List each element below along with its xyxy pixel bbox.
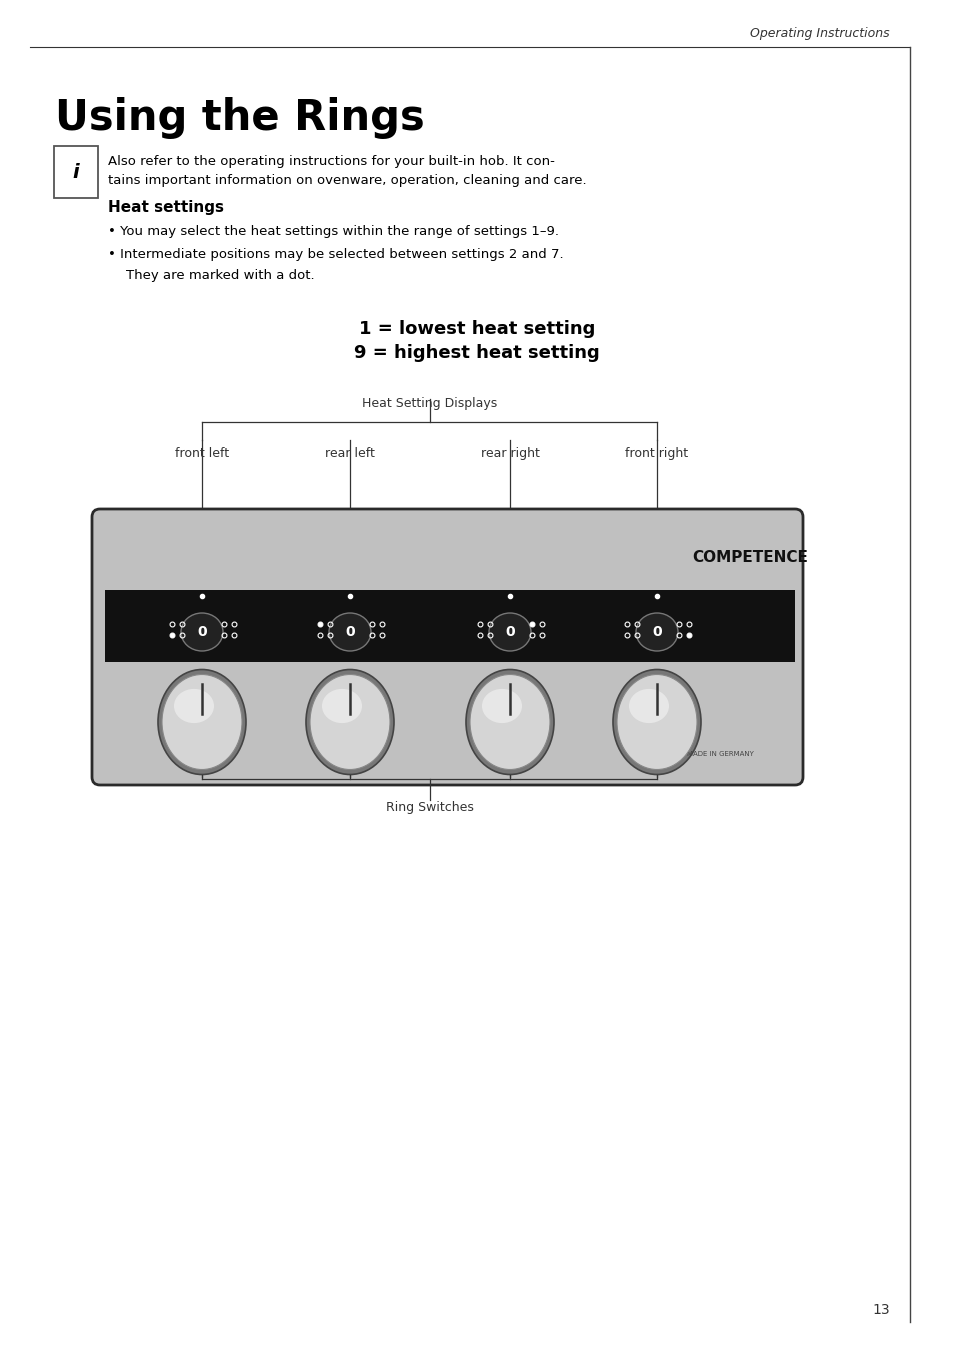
FancyBboxPatch shape	[54, 146, 98, 197]
Ellipse shape	[613, 669, 700, 775]
Text: Also refer to the operating instructions for your built-in hob. It con-: Also refer to the operating instructions…	[108, 155, 555, 168]
Ellipse shape	[181, 612, 223, 652]
FancyBboxPatch shape	[91, 508, 802, 786]
Ellipse shape	[481, 690, 521, 723]
Ellipse shape	[329, 612, 371, 652]
Text: Using the Rings: Using the Rings	[55, 97, 424, 139]
Ellipse shape	[162, 675, 242, 769]
Ellipse shape	[617, 675, 697, 769]
Ellipse shape	[636, 612, 678, 652]
Text: Operating Instructions: Operating Instructions	[750, 27, 889, 41]
Text: • You may select the heat settings within the range of settings 1–9.: • You may select the heat settings withi…	[108, 224, 558, 238]
Text: rear left: rear left	[325, 448, 375, 460]
Text: 0: 0	[345, 625, 355, 639]
Text: • Intermediate positions may be selected between settings 2 and 7.: • Intermediate positions may be selected…	[108, 247, 563, 261]
Text: MADE IN GERMANY: MADE IN GERMANY	[686, 750, 753, 757]
Text: i: i	[72, 162, 79, 181]
Bar	[105, 589, 794, 662]
Ellipse shape	[306, 669, 394, 775]
Text: 13: 13	[871, 1303, 889, 1317]
Text: front right: front right	[625, 448, 688, 460]
Ellipse shape	[470, 675, 550, 769]
Text: 0: 0	[505, 625, 515, 639]
Text: COMPETENCE: COMPETENCE	[691, 549, 807, 565]
Text: 0: 0	[652, 625, 661, 639]
Text: They are marked with a dot.: They are marked with a dot.	[126, 269, 314, 283]
Ellipse shape	[173, 690, 213, 723]
Text: Heat settings: Heat settings	[108, 200, 224, 215]
Text: 1 = lowest heat setting: 1 = lowest heat setting	[358, 320, 595, 338]
Ellipse shape	[322, 690, 361, 723]
Ellipse shape	[489, 612, 531, 652]
Text: front left: front left	[174, 448, 229, 460]
Text: Heat Setting Displays: Heat Setting Displays	[362, 397, 497, 410]
Text: 9 = highest heat setting: 9 = highest heat setting	[354, 343, 599, 362]
Ellipse shape	[158, 669, 246, 775]
Text: 0: 0	[197, 625, 207, 639]
Ellipse shape	[628, 690, 668, 723]
Ellipse shape	[310, 675, 390, 769]
Ellipse shape	[465, 669, 554, 775]
Text: tains important information on ovenware, operation, cleaning and care.: tains important information on ovenware,…	[108, 174, 586, 187]
Text: rear right: rear right	[480, 448, 538, 460]
Text: Ring Switches: Ring Switches	[386, 800, 474, 814]
